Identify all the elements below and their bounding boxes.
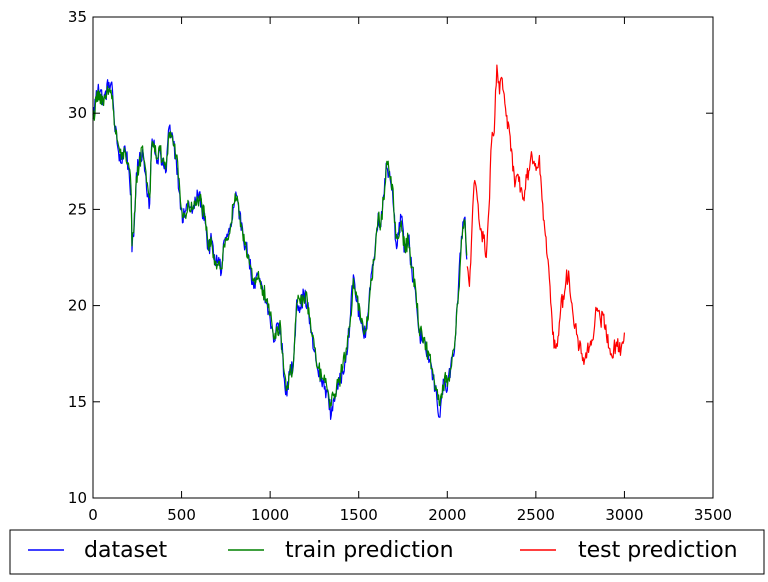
legend-box xyxy=(9,529,765,575)
legend-test-prediction-label: test prediction xyxy=(578,538,738,563)
x-tick-label: 2000 xyxy=(428,506,466,524)
legend: dataset train prediction test prediction xyxy=(9,529,765,575)
x-tick-label: 1500 xyxy=(340,506,378,524)
x-tick-label: 3000 xyxy=(605,506,643,524)
series-line-train-prediction xyxy=(92,85,468,409)
y-tick-label: 10 xyxy=(68,489,87,507)
y-tick-label: 20 xyxy=(68,297,87,315)
x-tick-label: 1000 xyxy=(251,506,289,524)
series-line-test-prediction xyxy=(466,64,626,366)
x-tick-label: 0 xyxy=(88,506,98,524)
y-tick-label: 25 xyxy=(68,200,87,218)
ticks-layer: 0 500 1000 1500 2000 2500 3000 3500 10 15 20 25 30 35 xyxy=(68,8,732,524)
x-tick-label: 3500 xyxy=(694,506,732,524)
y-tick-label: 35 xyxy=(68,8,87,26)
x-tick-label: 2500 xyxy=(517,506,555,524)
x-tick-label: 500 xyxy=(167,506,196,524)
legend-dataset-label: dataset xyxy=(84,538,168,563)
plot-area xyxy=(93,17,713,498)
plot-frame xyxy=(92,16,714,499)
series-layer xyxy=(92,64,626,420)
y-tick-label: 30 xyxy=(68,104,87,122)
legend-train-prediction-label: train prediction xyxy=(285,538,454,563)
y-tick-label: 15 xyxy=(68,393,87,411)
